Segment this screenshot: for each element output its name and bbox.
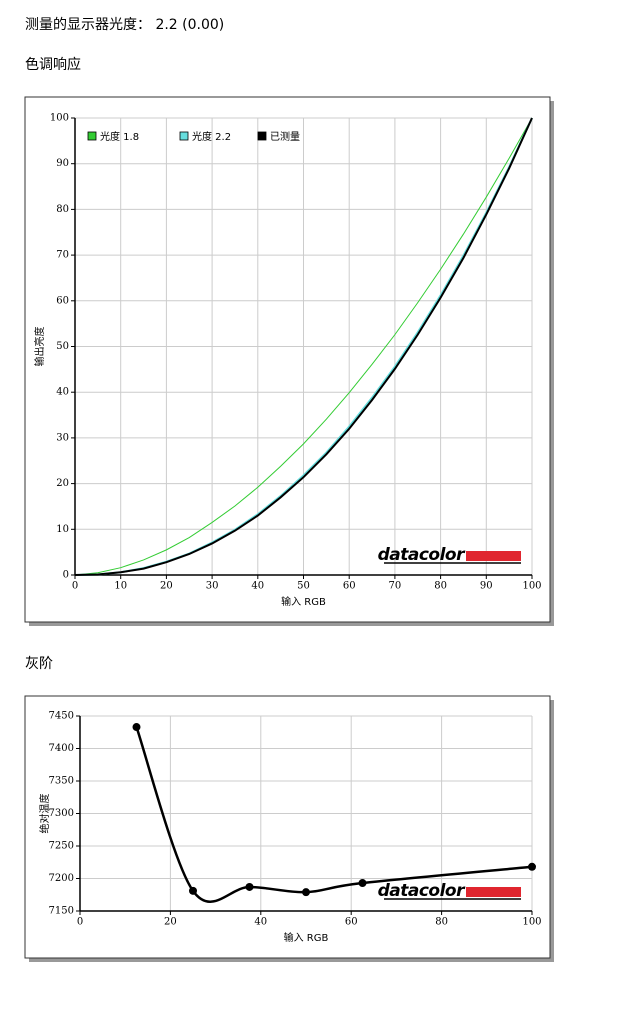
y-tick-label: 80 (56, 204, 69, 215)
y-tick-label: 50 (56, 341, 69, 352)
legend-label: 已测量 (270, 130, 300, 143)
logo: datacolor (378, 545, 467, 565)
chart-frame (24, 695, 551, 959)
x-tick-label: 100 (522, 917, 541, 928)
logo: datacolor (378, 881, 467, 901)
x-tick-label: 60 (345, 917, 358, 928)
measured-gamma: 测量的显示器光度： 2.2 (0.00) (25, 17, 224, 33)
data-line (74, 117, 533, 576)
legend-swatch (87, 131, 97, 141)
y-tick-label: 7150 (49, 906, 74, 917)
y-tick-label: 40 (56, 387, 69, 398)
x-tick-label: 0 (77, 917, 83, 928)
x-tick-label: 10 (114, 581, 127, 592)
x-tick-label: 40 (251, 581, 264, 592)
data-point (245, 882, 254, 891)
y-tick-label: 70 (56, 250, 69, 261)
x-tick-label: 80 (435, 917, 448, 928)
x-tick-label: 80 (434, 581, 447, 592)
y-tick-label: 100 (50, 113, 69, 124)
legend-swatch (179, 131, 189, 141)
logo-bar (466, 887, 521, 897)
y-tick-label: 7400 (49, 743, 74, 754)
y-tick-label: 7300 (49, 808, 74, 819)
logo-bar (466, 551, 521, 561)
data-point (132, 723, 141, 732)
x-tick-label: 30 (206, 581, 219, 592)
data-line (74, 117, 533, 576)
y-tick-label: 0 (63, 570, 69, 581)
y-tick-label: 90 (56, 158, 69, 169)
y-tick-label: 7250 (49, 841, 74, 852)
y-axis-label: 绝对温度 (38, 794, 51, 834)
section-title: 色调响应 (25, 56, 81, 73)
y-tick-label: 10 (56, 524, 69, 535)
data-point (358, 879, 367, 888)
y-tick-label: 20 (56, 478, 69, 489)
y-tick-label: 7450 (49, 711, 74, 722)
x-tick-label: 40 (254, 917, 267, 928)
x-tick-label: 0 (72, 581, 78, 592)
x-tick-label: 20 (160, 581, 173, 592)
x-tick-label: 60 (343, 581, 356, 592)
legend-swatch (257, 131, 267, 141)
data-point (528, 862, 536, 871)
legend-label: 光度 1.8 (100, 130, 139, 143)
x-tick-label: 90 (480, 581, 493, 592)
data-point (302, 888, 310, 897)
x-tick-label: 70 (389, 581, 402, 592)
legend-label: 光度 2.2 (192, 130, 231, 143)
y-tick-label: 60 (56, 295, 69, 306)
x-tick-label: 100 (522, 581, 541, 592)
y-tick-label: 30 (56, 432, 69, 443)
y-tick-label: 7350 (49, 776, 74, 787)
section-title: 灰阶 (25, 656, 53, 672)
y-tick-label: 7200 (49, 873, 74, 884)
x-tick-label: 20 (164, 917, 177, 928)
data-point (189, 886, 197, 895)
x-axis-label: 输入 RGB (284, 931, 329, 944)
y-axis-label: 输出亮度 (33, 327, 46, 367)
x-tick-label: 50 (297, 581, 310, 592)
chart-frame (24, 96, 551, 623)
x-axis-label: 输入 RGB (281, 595, 326, 608)
data-line (135, 726, 533, 903)
